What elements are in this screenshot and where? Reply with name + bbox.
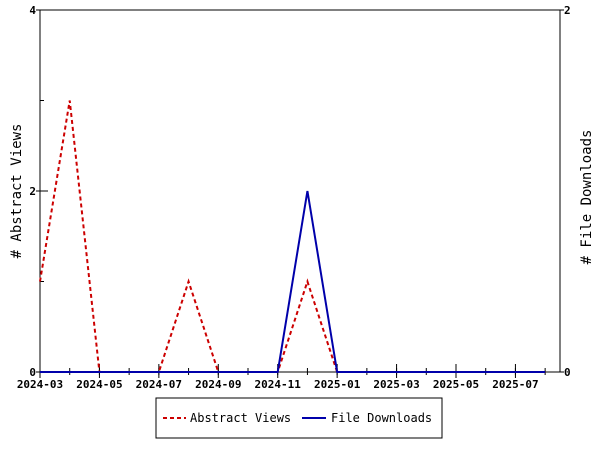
y-left-tick-label: 0 bbox=[29, 366, 36, 379]
x-tick-label: 2025-03 bbox=[373, 378, 419, 391]
y-axis-left-label: # Abstract Views bbox=[9, 124, 25, 259]
x-tick-label: 2024-11 bbox=[255, 378, 302, 391]
x-tick-label: 2025-07 bbox=[492, 378, 538, 391]
series-line-abstract-views bbox=[39, 100, 546, 373]
x-tick-label: 2024-03 bbox=[17, 378, 63, 391]
y-axis-right: 02 bbox=[552, 4, 571, 379]
y-axis-left: 0 2 4 bbox=[29, 4, 48, 379]
x-tick-label: 2025-01 bbox=[314, 378, 361, 391]
x-tick-label: 2025-05 bbox=[433, 378, 479, 391]
y-left-tick-label: 4 bbox=[29, 4, 36, 17]
legend-box bbox=[155, 397, 443, 439]
y-left-tick-label: 2 bbox=[29, 185, 36, 198]
legend: Abstract Views File Downloads bbox=[155, 397, 443, 439]
x-tick-label: 2024-05 bbox=[76, 378, 122, 391]
x-tick-label: 2024-07 bbox=[136, 378, 182, 391]
plot-frame bbox=[39, 9, 561, 373]
y-right-tick-label: 2 bbox=[564, 4, 571, 17]
y-axis-right-label: # File Downloads bbox=[579, 130, 595, 265]
x-tick-label: 2024-09 bbox=[195, 378, 241, 391]
legend-label-abstract-views: Abstract Views bbox=[190, 411, 291, 425]
series-layer bbox=[39, 100, 546, 373]
y-right-tick-label: 0 bbox=[564, 366, 571, 379]
legend-label-file-downloads: File Downloads bbox=[331, 411, 432, 425]
x-axis: 2024-03 2024-05 2024-07 2024-09 2024-11 2025-… bbox=[17, 364, 546, 391]
series-line-file-downloads bbox=[40, 190, 546, 373]
